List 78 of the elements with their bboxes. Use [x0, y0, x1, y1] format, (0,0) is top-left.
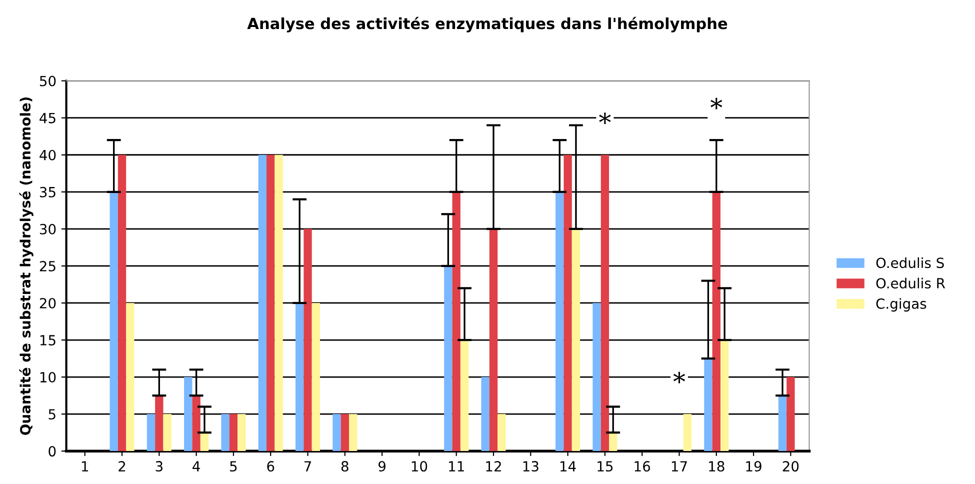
x-tick-label: 4 — [192, 461, 200, 472]
y-tick-label: 45 — [40, 113, 56, 124]
bar — [489, 228, 498, 452]
x-tick-label: 10 — [412, 461, 428, 472]
bar — [274, 154, 283, 452]
bar — [200, 432, 209, 452]
bar — [498, 414, 506, 452]
y-tick-label: 35 — [40, 186, 56, 198]
bar — [556, 192, 564, 452]
bar — [155, 396, 164, 452]
y-tick-label: 20 — [40, 298, 56, 308]
bar — [600, 154, 610, 452]
annotation: * — [599, 112, 611, 124]
x-tick-label: 5 — [230, 461, 237, 472]
x-tick-label: 20 — [782, 461, 799, 472]
bar — [609, 432, 618, 452]
y-tick-label: 10 — [40, 372, 56, 383]
bar — [786, 377, 795, 452]
bar — [184, 377, 192, 452]
y-tick-label: 30 — [40, 224, 56, 234]
x-tick-label: 3 — [156, 461, 162, 472]
bar — [778, 396, 787, 452]
bar — [332, 414, 341, 452]
bar — [712, 192, 720, 452]
annotation: * — [673, 372, 686, 384]
bar — [340, 414, 349, 452]
x-tick-label: 18 — [709, 461, 724, 472]
x-tick-label: 17 — [672, 461, 687, 472]
bar — [572, 228, 580, 452]
x-tick-label: 2 — [118, 461, 126, 472]
bar — [704, 358, 712, 452]
bar — [720, 340, 729, 452]
bar — [481, 377, 490, 452]
x-tick-label: 11 — [449, 461, 464, 472]
bar — [229, 414, 238, 452]
x-tick-label: 6 — [267, 461, 274, 472]
legend-label: O.edulis S — [876, 257, 944, 268]
y-tick-label: 15 — [40, 335, 56, 346]
bar — [296, 302, 304, 452]
bar — [110, 192, 118, 452]
bar — [683, 414, 692, 452]
bar — [312, 302, 320, 452]
annotation: * — [710, 98, 722, 110]
x-tick-label: 9 — [378, 461, 386, 472]
legend-label: O.edulis R — [876, 278, 946, 288]
bar — [444, 266, 452, 452]
bar — [163, 414, 172, 452]
x-tick-label: 13 — [523, 461, 538, 472]
bar — [146, 414, 156, 452]
bar — [238, 414, 246, 452]
bar — [564, 154, 572, 452]
y-tick-label: 50 — [40, 76, 56, 86]
bar — [266, 154, 275, 452]
y-tick-label: 25 — [40, 260, 56, 272]
x-tick-label: 8 — [341, 461, 348, 472]
legend-label: C.gigas — [876, 298, 926, 312]
y-tick-label: 5 — [48, 409, 56, 420]
x-tick-label: 15 — [598, 461, 613, 472]
bar — [460, 340, 469, 452]
x-tick-label: 7 — [304, 461, 311, 472]
bar — [348, 414, 358, 452]
x-tick-label: 19 — [746, 461, 762, 472]
x-tick-label: 1 — [82, 461, 88, 472]
x-tick-label: 16 — [634, 461, 650, 472]
bar — [126, 302, 134, 452]
bar — [304, 228, 312, 452]
x-tick-label: 14 — [560, 461, 576, 472]
bar — [221, 414, 230, 452]
chart-title: Analyse des activités enzymatiques dans l'hémolymphe — [247, 16, 728, 32]
bar — [192, 396, 200, 452]
bar — [118, 154, 126, 452]
bar — [258, 154, 267, 452]
bar — [452, 192, 460, 452]
y-axis-title: Quantité de substrat hydrolysé (nanomole) — [19, 97, 34, 435]
x-tick-label: 12 — [486, 461, 501, 472]
y-tick-label: 40 — [40, 150, 56, 160]
bar — [592, 302, 601, 452]
y-tick-label: 0 — [48, 446, 56, 457]
